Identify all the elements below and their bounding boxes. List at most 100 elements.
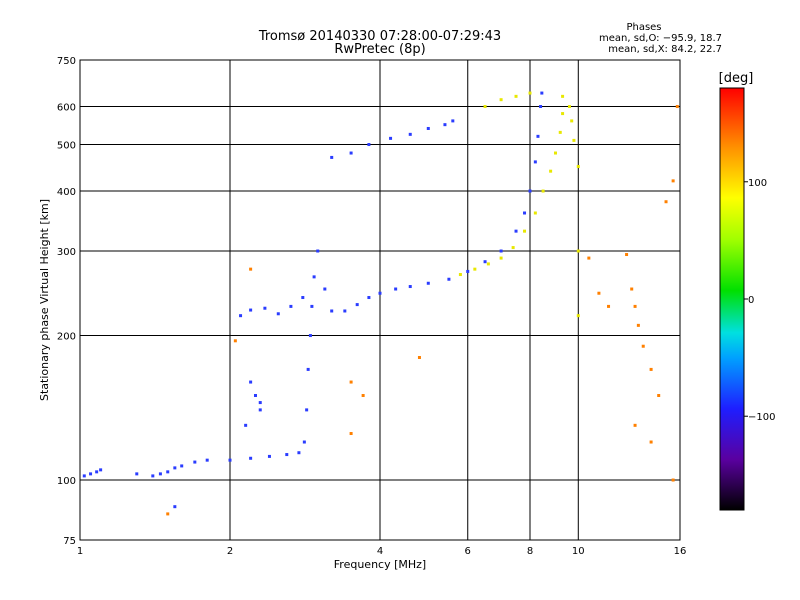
data-point-scatter [671, 179, 675, 183]
data-point-o [536, 134, 540, 138]
data-point-o [193, 460, 197, 464]
data-point-o [258, 408, 262, 412]
data-point-o [483, 260, 487, 264]
data-point-scatter [633, 423, 637, 427]
data-point-o [408, 132, 412, 136]
data-point-o [135, 472, 139, 476]
data-point-scatter [587, 256, 591, 260]
data-point-o [166, 470, 170, 474]
colorbar-gradient [719, 87, 745, 511]
data-point-x [499, 256, 503, 260]
chart-title: Tromsø 20140330 07:28:00-07:29:43 [258, 29, 501, 44]
data-point-o [378, 291, 382, 295]
data-point-scatter [361, 394, 365, 398]
data-point-o [306, 367, 310, 371]
y-axis-label: Stationary phase Virtual Height [km] [38, 199, 51, 401]
y-tick-label: 200 [57, 332, 76, 343]
colorbar-label: [deg] [719, 71, 754, 86]
data-point-x [570, 119, 574, 123]
data-point-x [523, 229, 527, 233]
data-point-x [533, 211, 537, 215]
data-point-scatter [657, 394, 661, 398]
data-point-scatter [607, 304, 611, 308]
y-tick-label: 75 [63, 536, 76, 547]
data-point-x [458, 273, 462, 277]
data-point-x [553, 151, 557, 155]
data-point-x [528, 91, 532, 95]
data-point-o [267, 454, 271, 458]
data-point-o [82, 474, 86, 478]
data-point-o [205, 458, 209, 462]
data-point-o [308, 334, 312, 338]
data-point-o [466, 269, 470, 273]
chart-subtitle: RwPretec (8p) [334, 42, 425, 57]
data-point-x [572, 138, 576, 142]
data-point-scatter [249, 267, 253, 271]
phase-stats-o: mean, sd,O: −95.9, 18.7 [599, 33, 722, 44]
data-point-o [228, 458, 232, 462]
data-point-o [173, 466, 177, 470]
data-point-o [523, 211, 527, 215]
data-point-o [285, 453, 289, 457]
data-point-x [561, 112, 565, 116]
data-point-scatter [349, 432, 353, 436]
data-point-o [312, 275, 316, 279]
colorbar: [deg] 100 0 −100 [719, 71, 775, 511]
data-point-o [305, 408, 309, 412]
data-point-o [297, 451, 301, 455]
data-point-o [151, 474, 155, 478]
x-tick-label: 6 [465, 546, 471, 557]
data-point-o [173, 505, 177, 509]
y-axis-ticks: 75 100 200 300 400 500 600 750 [57, 56, 76, 547]
data-point-scatter [675, 105, 679, 109]
y-tick-label: 300 [57, 247, 76, 258]
data-point-scatter [649, 367, 653, 371]
x-tick-label: 2 [227, 546, 233, 557]
data-point-o [367, 143, 371, 147]
phase-stats-title: Phases [626, 22, 661, 33]
data-point-scatter [166, 512, 170, 516]
data-point-scatter [349, 380, 353, 384]
data-point-o [528, 189, 532, 193]
data-point-o [99, 468, 103, 472]
x-tick-label: 1 [77, 546, 83, 557]
y-tick-label: 400 [57, 187, 76, 198]
data-point-x [511, 246, 515, 250]
x-tick-label: 4 [377, 546, 383, 557]
data-point-o [249, 308, 253, 312]
y-tick-label: 750 [57, 56, 76, 67]
x-tick-label: 16 [674, 546, 687, 557]
data-point-scatter [233, 339, 237, 343]
data-point-o [323, 287, 327, 291]
data-point-o [330, 155, 334, 159]
plot-area: 1 2 4 6 8 10 16 75 100 200 300 400 500 600 750 [57, 56, 686, 557]
data-point-x [576, 164, 580, 168]
colorbar-ticks: 100 0 −100 [744, 178, 775, 423]
data-point-o [316, 249, 320, 253]
x-axis-ticks: 1 2 4 6 8 10 16 [77, 546, 687, 557]
data-point-scatter [671, 478, 675, 482]
data-point-x [561, 94, 565, 98]
data-point-scatter [636, 323, 640, 327]
data-point-o [426, 126, 430, 130]
data-point-scatter [417, 355, 421, 359]
data-point-o [367, 296, 371, 300]
data-points [82, 91, 679, 516]
data-point-o [451, 119, 455, 123]
data-point-x [514, 94, 518, 98]
data-point-o [355, 303, 359, 307]
data-point-o [349, 151, 353, 155]
data-point-o [89, 472, 93, 476]
y-tick-label: 600 [57, 103, 76, 114]
data-point-o [499, 249, 503, 253]
data-point-scatter [625, 253, 629, 257]
data-point-o [408, 285, 412, 289]
data-point-scatter [649, 440, 653, 444]
gridlines [80, 60, 680, 540]
data-point-o [514, 229, 518, 233]
data-point-o [310, 304, 314, 308]
data-point-o [389, 136, 393, 140]
y-tick-label: 500 [57, 141, 76, 152]
data-point-o [95, 470, 99, 474]
